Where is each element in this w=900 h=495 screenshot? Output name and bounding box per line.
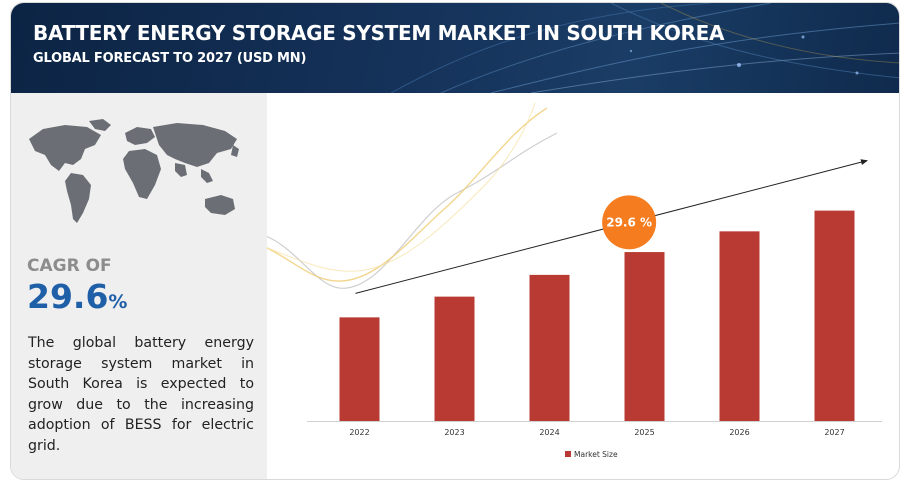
summary-panel: CAGR OF 29.6% The global battery energy … [11,93,267,479]
x-tick-label: 2026 [729,428,749,437]
market-description: The global battery energy storage system… [28,335,254,454]
infographic-card: BATTERY ENERGY STORAGE SYSTEM MARKET IN … [10,2,900,480]
x-tick-label: 2027 [824,428,844,437]
x-tick-label: 2022 [349,428,369,437]
legend-swatch [565,451,571,457]
legend-label: Market Size [574,450,618,459]
bar-2027 [814,210,855,421]
page-subtitle: GLOBAL FORECAST TO 2027 (USD MN) [33,51,307,66]
bar-2025 [624,252,665,421]
x-tick-label: 2023 [444,428,464,437]
bar-2022 [339,317,380,421]
cagr-label: CAGR OF [27,256,112,276]
header-decoration [390,3,899,93]
chart-area: 2022 2023 2024 2025 2026 2027 29.6 % Market S… [267,93,899,479]
x-tick-label: 2025 [634,428,654,437]
chart-decoration [267,102,558,289]
x-tick-label: 2024 [539,428,559,437]
world-map-icon [29,119,239,223]
cagr-badge [602,195,657,250]
page-title: BATTERY ENERGY STORAGE SYSTEM MARKET IN … [33,21,725,45]
cagr-unit: % [108,291,128,313]
cagr-number: 29.6 [27,277,109,316]
bar-chart: 2022 2023 2024 2025 2026 2027 29.6 % Market S… [267,102,882,459]
header-banner: BATTERY ENERGY STORAGE SYSTEM MARKET IN … [11,3,899,93]
bar-2024 [529,274,570,421]
bar-2023 [434,296,475,421]
cagr-badge-label: 29.6 % [606,215,652,229]
bar-2026 [719,231,760,421]
cagr-value: 29.6% [27,277,127,316]
